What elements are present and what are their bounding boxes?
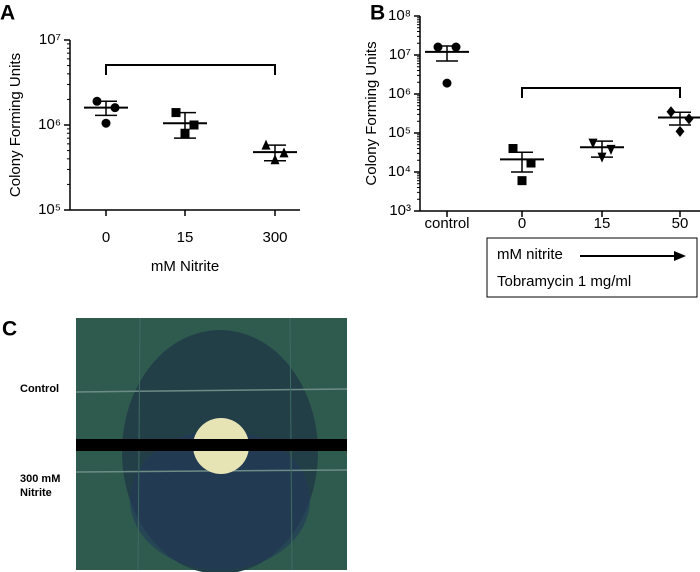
photo-label: Control (20, 383, 60, 395)
y-tick-label: 10⁶ (388, 85, 411, 102)
x-tick-label: 50 (672, 215, 689, 232)
significance-bracket (521, 87, 681, 98)
y-tick-label: 10⁵ (388, 124, 411, 141)
divider (76, 439, 347, 451)
annotation: mM nitrite (497, 246, 563, 263)
y-tick-label: 10⁸ (388, 7, 411, 24)
point (451, 42, 461, 52)
point (433, 42, 443, 52)
point (189, 120, 199, 130)
plate-line (75, 388, 348, 393)
point (442, 78, 452, 88)
panel-label: A (0, 2, 15, 25)
photo (75, 317, 348, 572)
y-tick-label: 10⁴ (388, 163, 411, 180)
panel-label: B (370, 2, 385, 25)
inhibition-zone-lower (130, 430, 310, 570)
x-tick-label: 300 (262, 229, 287, 246)
point (684, 113, 694, 125)
y-tick-label: 10³ (389, 202, 411, 219)
point (101, 118, 111, 128)
y-tick-label: 10⁵ (38, 201, 61, 218)
point (526, 158, 536, 168)
point (675, 125, 685, 137)
x-tick-label: 0 (102, 229, 110, 246)
significance-bracket (105, 64, 276, 75)
x-axis-label: mM Nitrite (151, 258, 219, 275)
y-tick-label: 10⁶ (38, 116, 61, 133)
arrowhead (674, 251, 686, 261)
panel-label: C (2, 318, 17, 341)
y-axis-label: Colony Forming Units (7, 53, 24, 197)
y-axis-label: Colony Forming Units (363, 41, 380, 185)
y-tick-label: 10⁷ (389, 46, 411, 63)
point (508, 144, 518, 154)
photo-label: 300 mM Nitrite (20, 473, 61, 499)
annotation: Tobramycin 1 mg/ml (497, 273, 631, 290)
x-tick-label: 0 (518, 215, 526, 232)
y-tick-label: 10⁷ (39, 31, 61, 48)
annotation-box (486, 237, 698, 298)
point (517, 176, 527, 186)
x-tick-label: 15 (594, 215, 611, 232)
x-tick-label: 15 (177, 229, 194, 246)
x-tick-label: control (424, 215, 469, 232)
